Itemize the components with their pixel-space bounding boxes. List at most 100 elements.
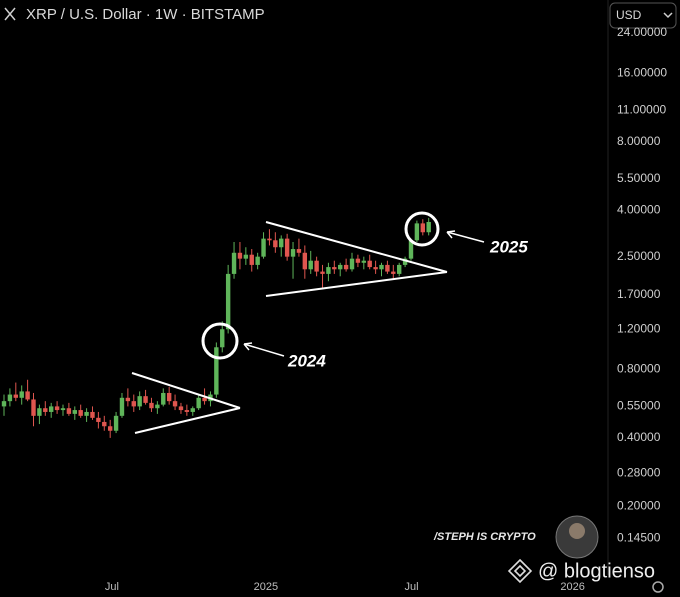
watermark-text: @ blogtienso — [538, 560, 655, 582]
candle-body — [243, 254, 249, 259]
candle-body — [414, 223, 420, 241]
candle-body — [84, 411, 89, 416]
candle-body — [267, 238, 272, 241]
candle-body — [60, 408, 66, 411]
candle-body — [196, 397, 201, 409]
candle-body — [284, 238, 290, 257]
candle-body — [125, 397, 131, 402]
candle-body — [326, 267, 331, 274]
candle-body — [367, 260, 372, 268]
y-tick-label: 5.50000 — [617, 171, 661, 185]
candle-body — [261, 238, 266, 257]
y-tick-label: 0.80000 — [617, 362, 661, 376]
close-icon[interactable] — [4, 7, 16, 21]
candle-body — [402, 258, 408, 265]
candle-body — [396, 264, 402, 274]
candle-body — [202, 397, 207, 402]
candle-body — [391, 271, 396, 274]
candle-body — [72, 410, 77, 414]
y-tick-label: 0.40000 — [617, 430, 661, 444]
candle-body — [1, 401, 7, 407]
y-tick-label: 1.70000 — [617, 287, 661, 301]
highlight-circle — [201, 322, 239, 360]
candle-body — [54, 406, 60, 411]
candle-body — [225, 273, 231, 330]
candle-body — [237, 252, 243, 259]
candle-body — [119, 397, 125, 416]
y-tick-label: 0.55000 — [617, 399, 661, 413]
candle-body — [214, 347, 219, 395]
triangle-line — [134, 407, 241, 434]
candle-body — [408, 240, 414, 259]
candle-body — [314, 260, 319, 272]
candle-body — [25, 391, 30, 400]
candle-body — [349, 258, 355, 270]
x-tick-label: Jul — [405, 581, 419, 593]
x-tick-label: 2025 — [254, 581, 278, 593]
candle-body — [308, 260, 313, 270]
settings-icon[interactable] — [652, 581, 664, 593]
y-tick-label: 2.50000 — [617, 249, 661, 263]
candle-body — [96, 417, 101, 422]
candle-body — [373, 267, 378, 270]
candle-body — [43, 408, 48, 412]
candle-body — [107, 426, 113, 431]
candle-body — [273, 240, 278, 248]
author-name: /STEPH IS CRYPTO — [433, 531, 536, 543]
candle-body — [90, 411, 95, 418]
candle-body — [66, 408, 72, 414]
watermark-icon — [507, 558, 533, 584]
x-tick-label: 2026 — [560, 581, 584, 593]
x-tick-label: Jul — [105, 581, 119, 593]
candle-body — [172, 401, 178, 407]
candle-body — [355, 258, 361, 263]
candle-body — [343, 264, 349, 270]
candle-body — [296, 249, 302, 253]
chart-title: XRP / U.S. Dollar · 1W · BITSTAMP — [26, 6, 265, 23]
candle-body — [426, 221, 431, 233]
annotations — [131, 211, 485, 434]
candle-body — [143, 396, 148, 403]
y-tick-label: 8.00000 — [617, 134, 661, 148]
candle-body — [290, 249, 296, 257]
arrow — [243, 342, 285, 357]
y-tick-label: 24.00000 — [617, 25, 667, 39]
avatar-face — [569, 523, 585, 539]
candle-body — [249, 254, 254, 265]
candle-body — [338, 264, 343, 270]
y-tick-label: 4.00000 — [617, 202, 661, 216]
candle-body — [178, 406, 184, 411]
dropdown-arrow — [663, 12, 673, 19]
candle-body — [166, 392, 172, 402]
candle-body — [19, 391, 24, 398]
candle-body — [113, 415, 119, 431]
candle-body — [155, 404, 160, 409]
candle-body — [332, 267, 337, 270]
candle-body — [78, 410, 83, 416]
currency-label: USD — [616, 8, 642, 22]
candle-body — [190, 408, 195, 412]
triangle-line — [265, 271, 448, 297]
triangle-line — [265, 221, 448, 273]
currency-dropdown[interactable] — [609, 2, 677, 29]
candle-body — [149, 402, 154, 409]
annotation-label: 2025 — [489, 237, 528, 256]
arrow — [446, 230, 485, 243]
y-tick-label: 0.14500 — [617, 530, 661, 544]
candle-body — [385, 264, 390, 272]
candle-body — [320, 271, 325, 274]
y-tick-label: 0.20000 — [617, 499, 661, 513]
candle-body — [161, 392, 166, 405]
highlight-circle — [404, 211, 440, 247]
y-tick-label: 1.20000 — [617, 321, 661, 335]
candle-body — [184, 410, 190, 412]
candle-body — [231, 252, 237, 274]
candle-body — [131, 401, 136, 407]
candle-body — [361, 260, 367, 263]
y-tick-label: 0.28000 — [617, 465, 661, 479]
y-tick-label: 16.00000 — [617, 65, 667, 79]
candle-body — [13, 394, 19, 398]
candle-body — [102, 421, 107, 427]
